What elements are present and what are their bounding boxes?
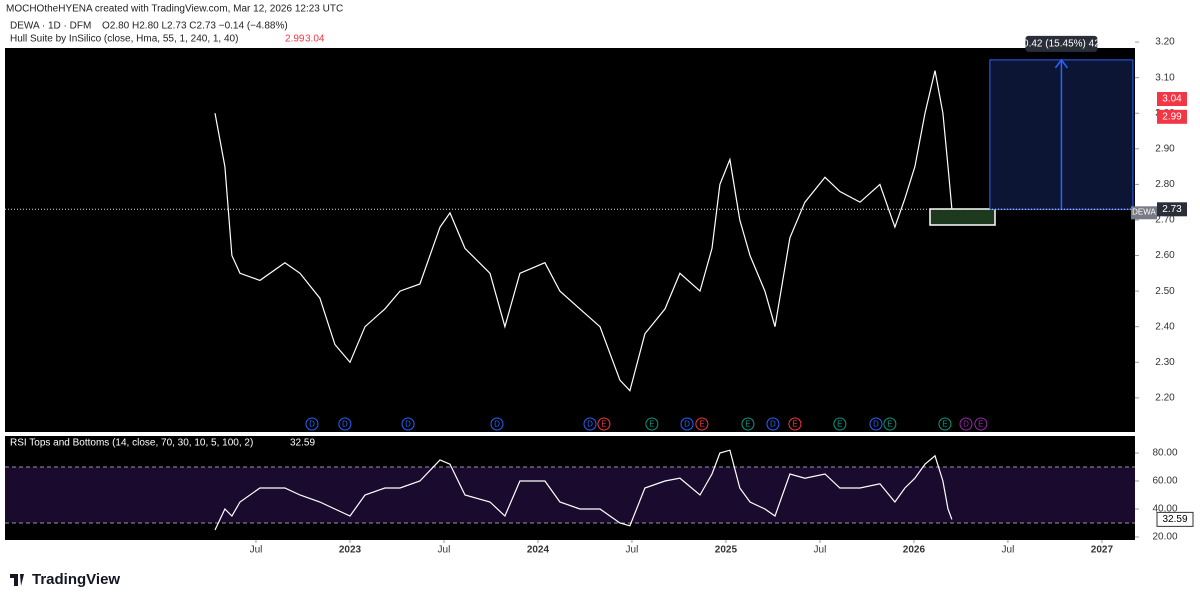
event-marker [833,417,847,431]
event-marker [788,417,802,431]
price-badge [1157,92,1187,107]
event-label: D [963,420,969,429]
brand: TradingView [32,571,120,588]
measure-label-box [1025,35,1098,52]
event-marker [597,417,611,431]
x-tick-label: Jul [626,545,639,556]
event-marker [645,417,659,431]
y-tick-label: 2.80 [1155,179,1175,190]
y-tick-label: 60.00 [1152,476,1177,487]
y-tick-label: 20.00 [1152,532,1177,543]
event-label: D [494,420,500,429]
event-label: E [792,420,797,429]
symbol-title: DEWA · 1D · DFM [10,21,91,32]
rsi-value: 32.59 [290,438,315,449]
measure-arrowhead [1054,58,1068,69]
price-badge-label: 2.99 [1162,111,1182,122]
price-badge-label: 3.04 [1162,94,1182,105]
event-marker [680,417,694,431]
event-label: D [587,420,593,429]
symbol-tag [1131,206,1157,220]
event-marker [305,417,319,431]
x-tick-label: Jul [1002,545,1015,556]
event-marker [766,417,780,431]
y-tick-label: 2.40 [1155,321,1175,332]
event-marker [938,417,952,431]
y-tick-label: 80.00 [1152,448,1177,459]
y-tick-label: 3.20 [1155,37,1175,48]
rsi-badge [1156,511,1194,527]
price-pane [5,48,1135,432]
hull-value: 2.99 [285,34,305,45]
symbol-tag-label: DEWA [1132,207,1156,216]
event-label: E [649,420,654,429]
x-tick-label: 2024 [527,545,550,556]
event-label: D [309,420,315,429]
y-tick-label: 3.10 [1155,72,1175,83]
brand-logo [10,574,24,586]
x-tick-label: 2027 [1091,545,1114,556]
price-badge [1157,109,1187,124]
y-tick-label: 2.50 [1155,286,1175,297]
y-tick-label: 2.70 [1155,215,1175,226]
y-tick-label: 2.90 [1155,143,1175,154]
price-line [214,449,953,531]
event-label: E [745,420,750,429]
event-marker [869,417,883,431]
event-marker [490,417,504,431]
event-label: E [837,420,842,429]
event-marker [959,417,973,431]
x-tick-label: 2025 [715,545,738,556]
indicator-title: Hull Suite by InSilico (close, Hma, 55, … [10,34,238,45]
price-line [214,70,953,392]
y-tick-label: 2.30 [1155,357,1175,368]
event-marker [883,417,897,431]
x-tick-label: Jul [250,545,263,556]
event-label: E [887,420,892,429]
event-marker [401,417,415,431]
price-badge-label: 2.73 [1162,204,1182,215]
rsi-badge-label: 32.59 [1162,514,1187,525]
ohlc: O2.80 H2.80 L2.73 C2.73 −0.14 (−4.88%) [102,21,288,32]
x-tick-label: Jul [814,545,827,556]
rsi-title: RSI Tops and Bottoms (14, close, 70, 30,… [10,438,253,449]
hull-value: 3.04 [305,34,325,45]
event-label: E [699,420,704,429]
event-label: E [942,420,947,429]
event-marker [974,417,988,431]
x-tick-label: Jul [438,545,451,556]
event-label: E [601,420,606,429]
event-label: D [405,420,411,429]
header: MOCHOtheHYENA created with TradingView.c… [6,4,343,15]
y-tick-label: 40.00 [1152,504,1177,515]
event-marker [741,417,755,431]
price-badge [1157,202,1187,217]
event-marker [338,417,352,431]
event-marker [695,417,709,431]
event-label: E [978,420,983,429]
event-label: D [770,420,776,429]
event-label: D [342,420,348,429]
event-label: D [684,420,690,429]
x-tick-label: 2026 [903,545,926,556]
event-marker [583,417,597,431]
stop-box [929,208,996,226]
rsi-band [5,466,1135,524]
measure-label: 0.42 (15.45%) 42 [1023,39,1100,50]
event-label: D [873,420,879,429]
y-tick-label: 2.60 [1155,250,1175,261]
y-tick-label: 2.20 [1155,392,1175,403]
x-tick-label: 2023 [339,545,362,556]
